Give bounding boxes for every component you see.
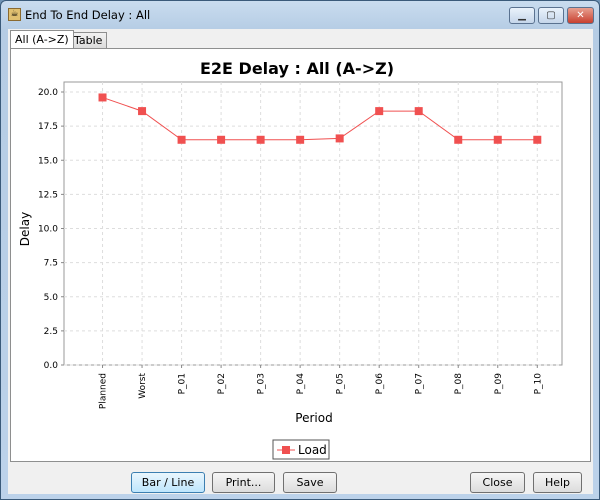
help-button[interactable]: Help	[533, 472, 582, 493]
x-tick-label: Planned	[99, 373, 109, 409]
y-tick-label: 15.0	[38, 156, 58, 166]
maximize-button[interactable]: ▢	[538, 7, 564, 24]
y-tick-label: 10.0	[38, 225, 58, 235]
x-axis-label: Period	[295, 411, 332, 425]
legend: Load	[272, 439, 330, 460]
y-tick-label: 7.5	[44, 259, 58, 269]
data-point	[533, 135, 542, 144]
data-point	[217, 135, 226, 144]
tab-all[interactable]: All (A->Z)	[10, 30, 74, 48]
window-title: End To End Delay : All	[25, 8, 151, 22]
y-tick-label: 0.0	[44, 361, 59, 371]
y-tick-label: 17.5	[38, 122, 58, 132]
data-point	[256, 135, 265, 144]
x-tick-label: P_10	[533, 373, 543, 395]
x-tick-label: P_01	[178, 373, 188, 394]
x-tick-label: P_05	[336, 373, 346, 394]
y-tick-label: 12.5	[38, 190, 58, 200]
data-point	[335, 134, 344, 143]
save-button[interactable]: Save	[283, 472, 337, 493]
client-area: All (A->Z) Table E2E Delay : All (A->Z) …	[8, 29, 593, 494]
x-tick-label: Worst	[138, 373, 148, 399]
x-tick-label: P_03	[257, 373, 267, 394]
data-point	[177, 135, 186, 144]
x-tick-label: P_02	[217, 373, 227, 394]
data-point	[296, 135, 305, 144]
data-point	[493, 135, 502, 144]
data-point	[138, 107, 147, 116]
x-tick-label: P_07	[415, 373, 425, 394]
chart-panel: E2E Delay : All (A->Z) Delay Period 0.0 2…	[10, 48, 591, 462]
print-button[interactable]: Print...	[212, 472, 275, 493]
minimize-button[interactable]: ▁	[509, 7, 535, 24]
y-axis-label: Delay	[18, 212, 32, 246]
java-app-icon: ☕	[8, 8, 21, 21]
series-line	[102, 96, 538, 141]
y-tick-label: 5.0	[44, 293, 59, 303]
data-point	[375, 107, 384, 116]
legend-label: Load	[298, 443, 327, 457]
tab-table[interactable]: Table	[69, 32, 108, 48]
data-point	[414, 107, 423, 116]
data-point	[454, 135, 463, 144]
x-tick-label: P_04	[296, 373, 306, 395]
y-tick-label: 2.5	[44, 327, 58, 337]
data-point	[98, 93, 107, 102]
x-tick-label: P_09	[494, 373, 504, 395]
y-tick-label: 20.0	[38, 88, 58, 98]
chart-title: E2E Delay : All (A->Z)	[200, 59, 394, 78]
legend-marker	[282, 446, 290, 454]
line-chart: E2E Delay : All (A->Z) Delay Period 0.0 2…	[18, 59, 563, 460]
legend-box	[272, 439, 330, 460]
title-bar[interactable]: ☕ End To End Delay : All ▁ ▢ ✕	[1, 1, 599, 27]
close-window-button[interactable]: ✕	[567, 7, 594, 24]
bar-line-button[interactable]: Bar / Line	[131, 472, 205, 493]
x-tick-label: P_08	[454, 373, 464, 395]
x-tick-label: P_06	[375, 373, 385, 395]
close-button[interactable]: Close	[470, 472, 525, 493]
plot-area	[63, 81, 563, 366]
